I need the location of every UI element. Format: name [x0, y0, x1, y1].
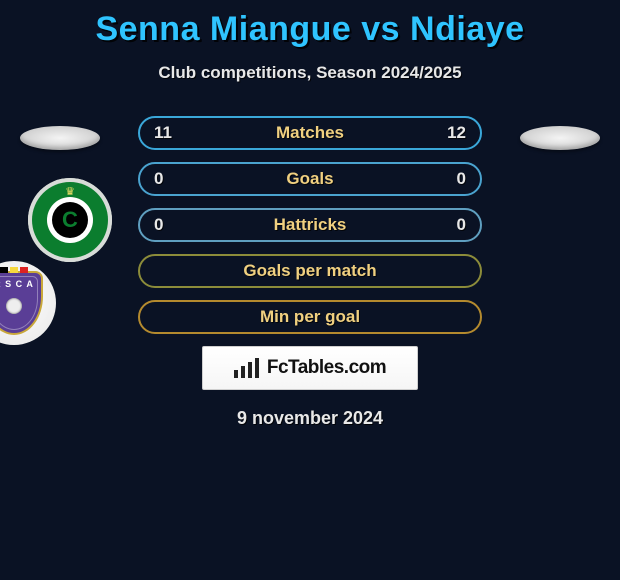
stats-table: 11 Matches 12 0 Goals 0 0 Hattricks 0 Go…: [0, 116, 620, 429]
branding-box[interactable]: FcTables.com: [202, 346, 418, 390]
stat-row-hattricks: 0 Hattricks 0: [138, 208, 482, 242]
bar-chart-icon: [234, 358, 259, 378]
page-title: Senna Miangue vs Ndiaye: [0, 0, 620, 49]
page-subtitle: Club competitions, Season 2024/2025: [0, 63, 620, 83]
stat-right-value: 0: [457, 215, 466, 235]
stat-left-value: 11: [154, 123, 172, 143]
stat-label: Hattricks: [274, 215, 347, 235]
stat-right-value: 12: [447, 123, 466, 143]
stat-right-value: 0: [457, 169, 466, 189]
stat-label: Goals: [286, 169, 333, 189]
stat-label: Goals per match: [243, 261, 376, 281]
branding-text: FcTables.com: [267, 357, 386, 379]
stat-label: Min per goal: [260, 307, 360, 327]
stat-row-matches: 11 Matches 12: [138, 116, 482, 150]
stat-label: Matches: [276, 123, 344, 143]
stat-row-goals: 0 Goals 0: [138, 162, 482, 196]
stat-left-value: 0: [154, 215, 163, 235]
stat-row-min-per-goal: Min per goal: [138, 300, 482, 334]
stat-row-goals-per-match: Goals per match: [138, 254, 482, 288]
footer-date: 9 november 2024: [0, 408, 620, 429]
stat-left-value: 0: [154, 169, 163, 189]
